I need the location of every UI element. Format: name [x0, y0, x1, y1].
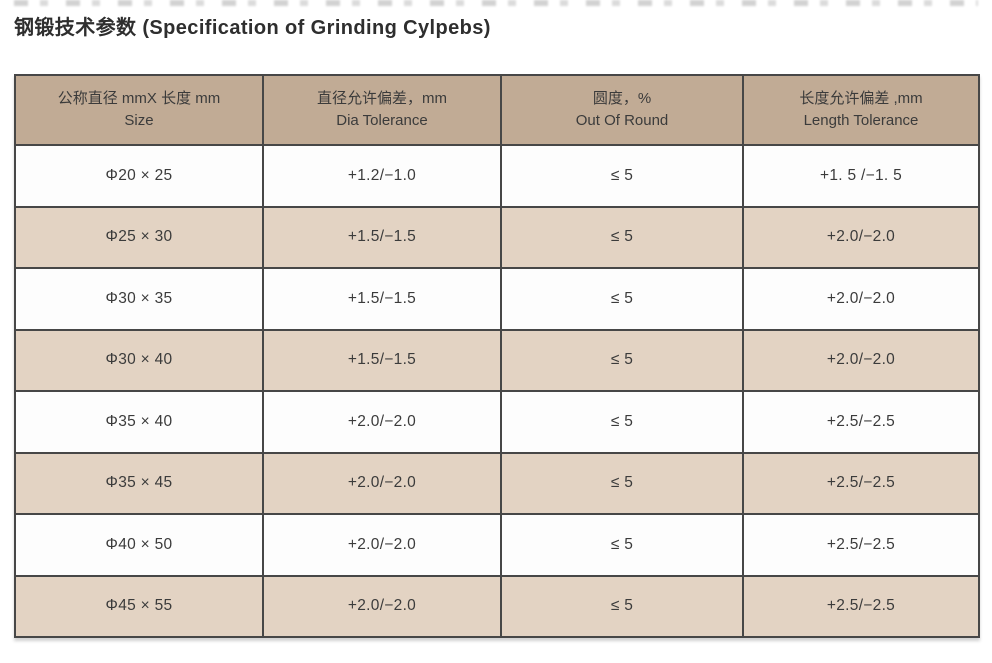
cell-dia-tolerance: +2.0/−2.0 — [262, 574, 502, 638]
cell-out-of-round: ≤ 5 — [500, 513, 744, 577]
header-out-of-round-zh: 圆度，% — [592, 90, 652, 107]
cell-out-of-round: ≤ 5 — [500, 390, 744, 454]
header-dia-tolerance: 直径允许偏差，mm Dia Tolerance — [262, 74, 502, 146]
header-out-of-round-en: Out Of Round — [575, 112, 669, 129]
header-size: 公称直径 mmX 长度 mm Size — [14, 74, 264, 146]
header-length-tolerance-zh: 长度允许偏差 ,mm — [799, 90, 923, 107]
page-title: 钢锻技术参数 (Specification of Grinding Cylpeb… — [14, 17, 491, 39]
cell-dia-tolerance: +2.0/−2.0 — [262, 513, 502, 577]
cell-dia-tolerance: +1.5/−1.5 — [262, 267, 502, 331]
cell-dia-tolerance: +2.0/−2.0 — [262, 451, 502, 515]
table-row: Φ45 × 55 +2.0/−2.0 ≤ 5 +2.5/−2.5 — [14, 574, 980, 638]
header-length-tolerance: 长度允许偏差 ,mm Length Tolerance — [742, 74, 980, 146]
table-header-row: 公称直径 mmX 长度 mm Size 直径允许偏差，mm Dia Tolera… — [14, 74, 980, 146]
cell-size: Φ35 × 45 — [14, 451, 264, 515]
cell-size: Φ45 × 55 — [14, 574, 264, 638]
table-row: Φ35 × 45 +2.0/−2.0 ≤ 5 +2.5/−2.5 — [14, 451, 980, 515]
header-size-en: Size — [124, 112, 154, 129]
cell-out-of-round: ≤ 5 — [500, 574, 744, 638]
table-row: Φ35 × 40 +2.0/−2.0 ≤ 5 +2.5/−2.5 — [14, 390, 980, 454]
cell-out-of-round: ≤ 5 — [500, 144, 744, 208]
cell-size: Φ30 × 35 — [14, 267, 264, 331]
table-row: Φ40 × 50 +2.0/−2.0 ≤ 5 +2.5/−2.5 — [14, 513, 980, 577]
header-size-zh: 公称直径 mmX 长度 mm — [57, 90, 221, 107]
cell-size: Φ30 × 40 — [14, 328, 264, 392]
header-dia-tolerance-en: Dia Tolerance — [336, 112, 428, 129]
cell-out-of-round: ≤ 5 — [500, 205, 744, 269]
cell-length-tolerance: +2.5/−2.5 — [742, 574, 980, 638]
cell-size: Φ40 × 50 — [14, 513, 264, 577]
header-out-of-round: 圆度，% Out Of Round — [500, 74, 744, 146]
cell-size: Φ25 × 30 — [14, 205, 264, 269]
cell-dia-tolerance: +1.5/−1.5 — [262, 328, 502, 392]
cell-length-tolerance: +2.0/−2.0 — [742, 205, 980, 269]
table-row: Φ30 × 35 +1.5/−1.5 ≤ 5 +2.0/−2.0 — [14, 267, 980, 331]
cell-length-tolerance: +2.5/−2.5 — [742, 451, 980, 515]
cell-length-tolerance: +2.5/−2.5 — [742, 390, 980, 454]
cell-out-of-round: ≤ 5 — [500, 267, 744, 331]
cell-size: Φ35 × 40 — [14, 390, 264, 454]
header-dia-tolerance-zh: 直径允许偏差，mm — [317, 90, 447, 107]
cell-length-tolerance: +2.0/−2.0 — [742, 267, 980, 331]
cell-size: Φ20 × 25 — [14, 144, 264, 208]
cell-length-tolerance: +2.5/−2.5 — [742, 513, 980, 577]
cell-length-tolerance: +2.0/−2.0 — [742, 328, 980, 392]
cell-dia-tolerance: +1.5/−1.5 — [262, 205, 502, 269]
spec-table: 公称直径 mmX 长度 mm Size 直径允许偏差，mm Dia Tolera… — [14, 74, 980, 638]
cell-length-tolerance: +1. 5 /−1. 5 — [742, 144, 980, 208]
cell-dia-tolerance: +2.0/−2.0 — [262, 390, 502, 454]
table-row: Φ25 × 30 +1.5/−1.5 ≤ 5 +2.0/−2.0 — [14, 205, 980, 269]
header-length-tolerance-en: Length Tolerance — [803, 112, 919, 129]
cell-dia-tolerance: +1.2/−1.0 — [262, 144, 502, 208]
table-row: Φ20 × 25 +1.2/−1.0 ≤ 5 +1. 5 /−1. 5 — [14, 144, 980, 208]
cropped-text-remnant — [14, 0, 978, 6]
cell-out-of-round: ≤ 5 — [500, 451, 744, 515]
table-row: Φ30 × 40 +1.5/−1.5 ≤ 5 +2.0/−2.0 — [14, 328, 980, 392]
cell-out-of-round: ≤ 5 — [500, 328, 744, 392]
